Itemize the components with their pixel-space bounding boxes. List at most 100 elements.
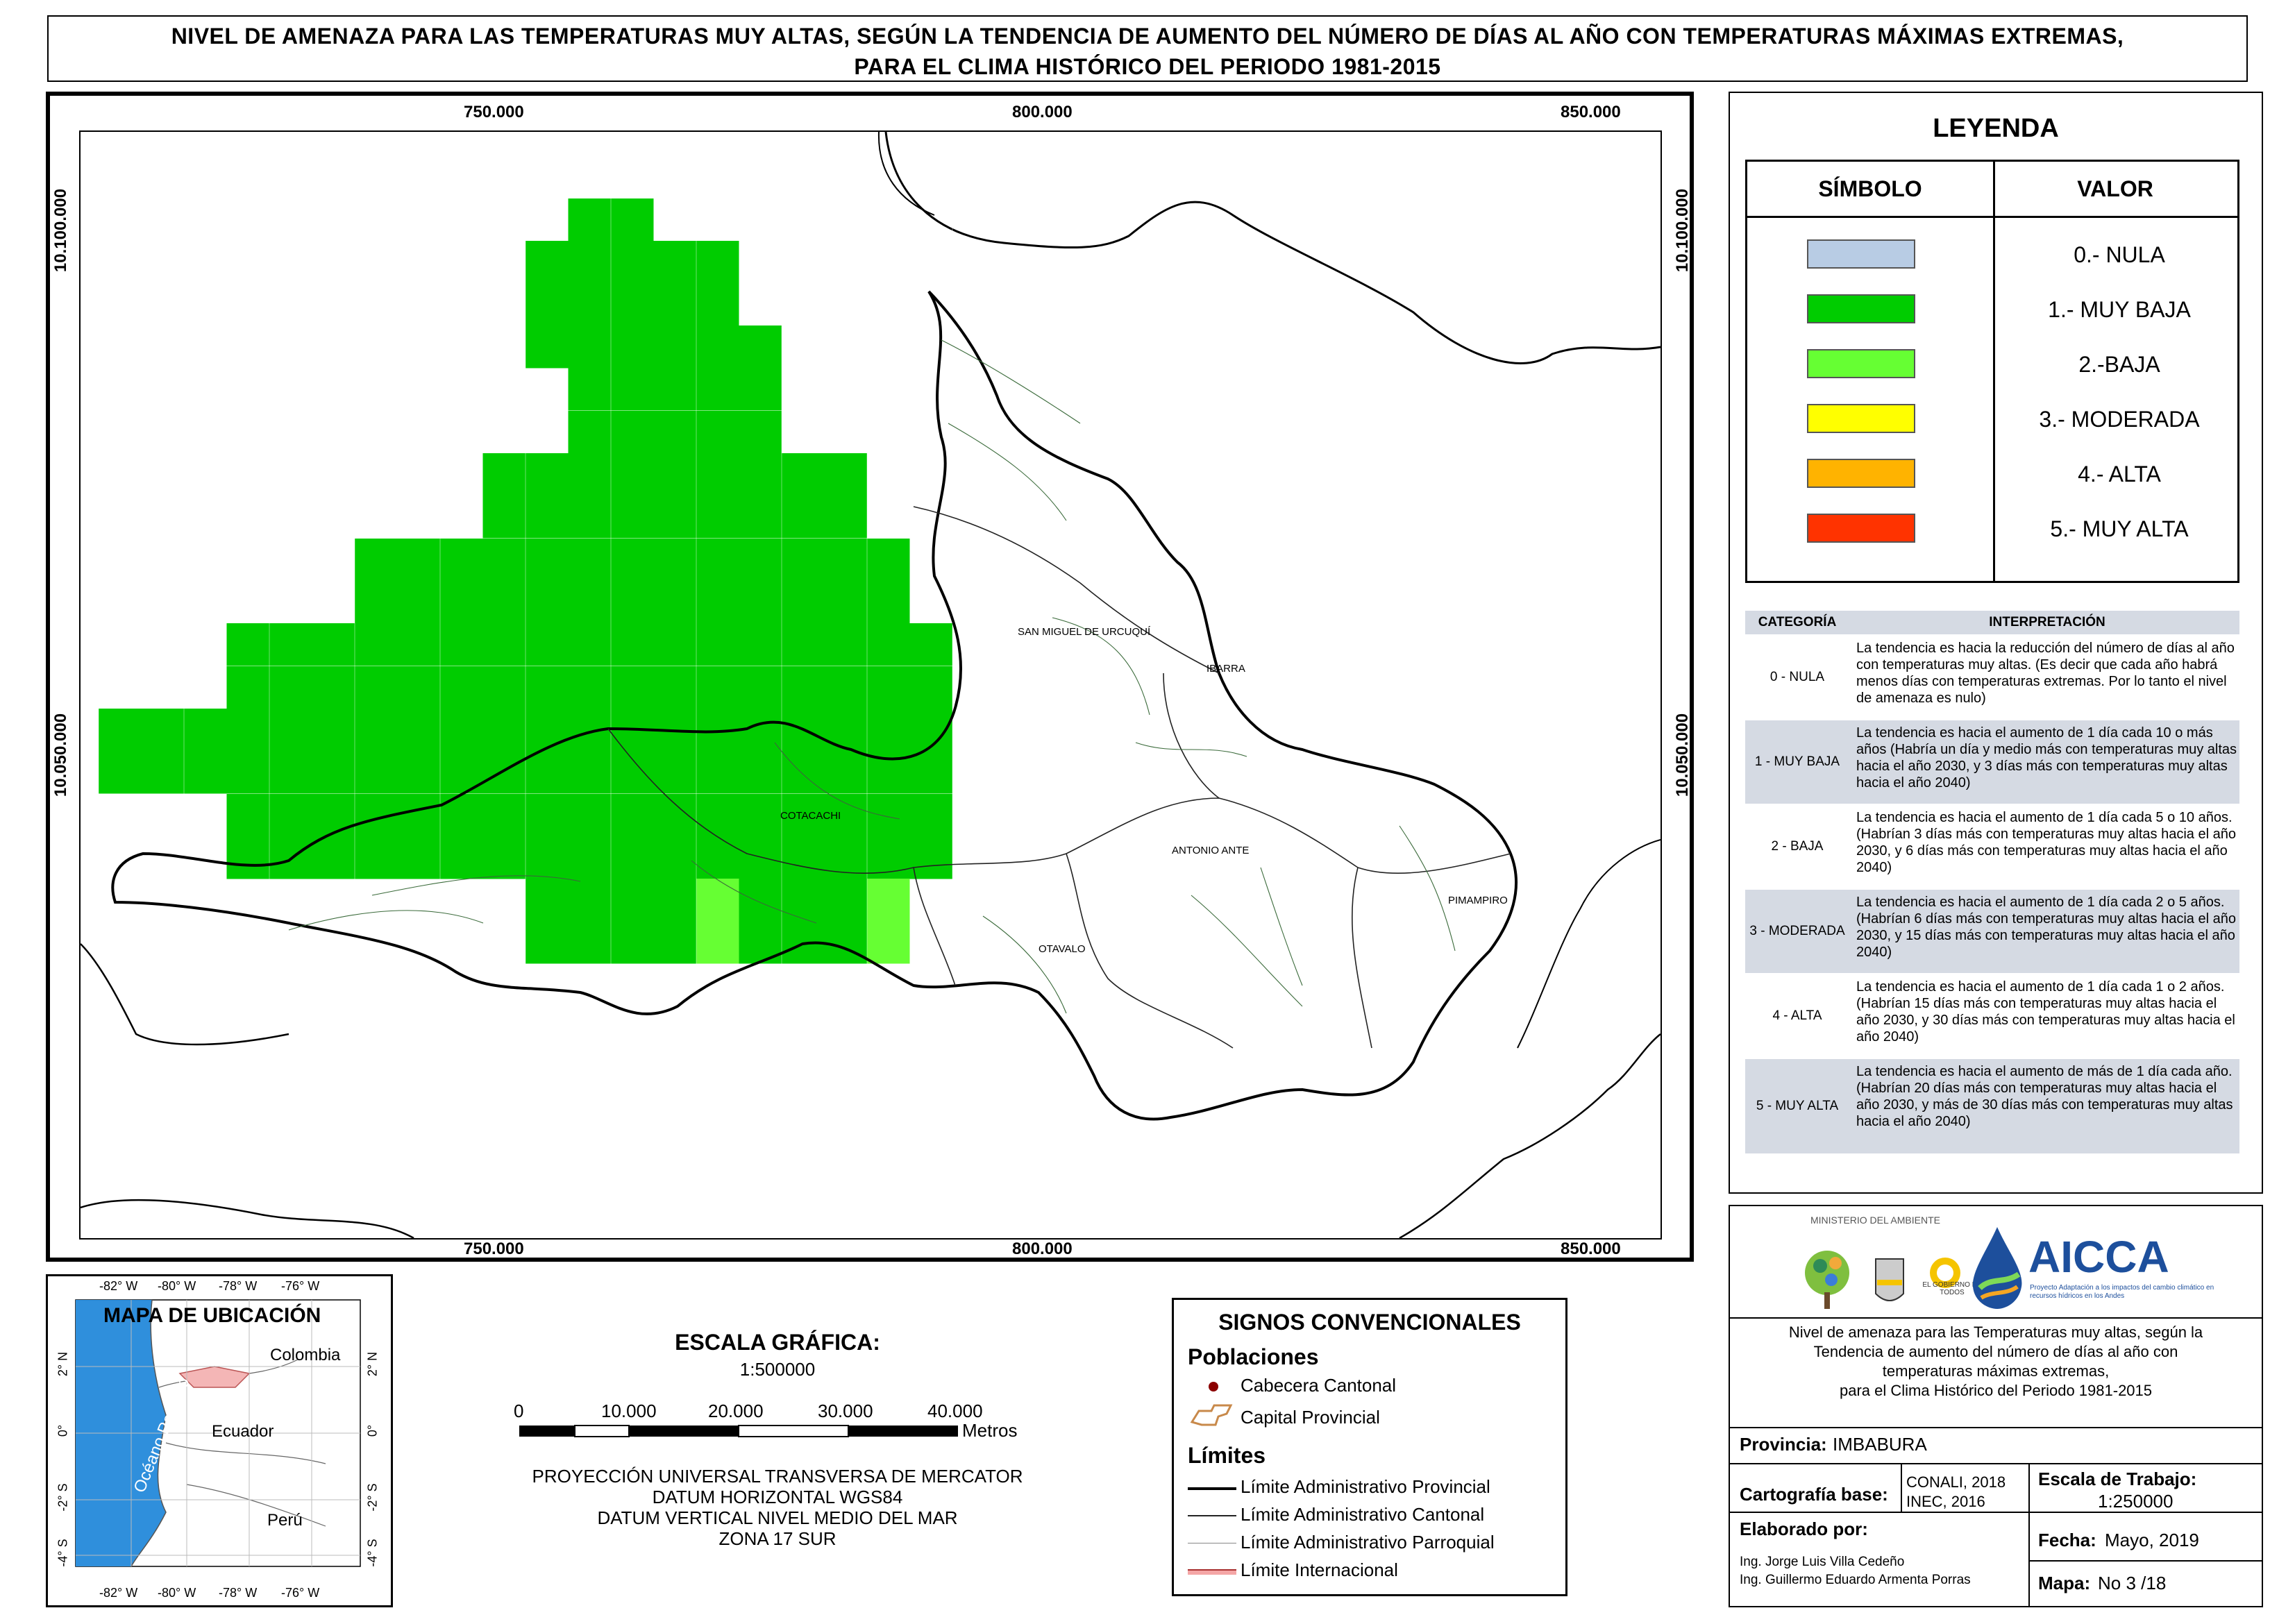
grid-cell-muy-baja xyxy=(696,368,739,411)
aicca-subtitle: Proyecto Adaptación a los impactos del c… xyxy=(2030,1284,2214,1300)
grid-cell-muy-baja xyxy=(824,453,867,496)
grid-cell-muy-baja xyxy=(824,623,867,666)
escala-label: Escala de Trabajo: xyxy=(2038,1469,2197,1489)
grid-cell-muy-baja xyxy=(653,666,696,709)
provincia-label: Provincia: xyxy=(1740,1434,1827,1455)
grid-cell-muy-baja xyxy=(653,496,696,539)
grid-cell-muy-baja xyxy=(568,411,611,454)
category-header-row: CATEGORÍA INTERPRETACIÓN xyxy=(1745,611,2239,634)
grid-cell-muy-baja xyxy=(611,751,654,794)
grid-cell-muy-baja xyxy=(696,666,739,709)
legend-panel: LEYENDA SÍMBOLO VALOR 0.- NULA 1.- MUY B… xyxy=(1729,92,2263,1194)
grid-cell-muy-baja xyxy=(184,751,227,794)
grid-cell-muy-baja xyxy=(269,709,312,752)
gobierno-logo-icon xyxy=(1930,1258,1960,1288)
cartografia-source-1: CONALI, 2018 xyxy=(1906,1473,2006,1491)
description-line-4: para el Clima Histórico del Periodo 1981… xyxy=(1839,1382,2153,1399)
lat-tick-left-4: -4° S xyxy=(56,1539,70,1567)
lat-tick-right-1: 2° N xyxy=(365,1351,380,1377)
scale-tick-10000: 10.000 xyxy=(601,1401,657,1421)
lat-tick-right-2: 0° xyxy=(365,1424,380,1437)
grid-cell-muy-baja xyxy=(482,794,526,837)
grid-cell-muy-baja xyxy=(824,539,867,582)
grid-cell-muy-baja xyxy=(782,666,825,709)
scale-tick-30000: 30.000 xyxy=(818,1401,873,1421)
border-west xyxy=(81,943,289,1046)
grid-cell-muy-baja xyxy=(482,836,526,879)
grid-cell-muy-baja xyxy=(824,751,867,794)
grid-cell-muy-baja xyxy=(269,623,312,666)
border-east xyxy=(1517,839,1661,1049)
grid-cell-muy-baja xyxy=(226,794,269,837)
lon-tick-bottom-1: -82° W xyxy=(99,1586,138,1600)
grid-cell-muy-baja xyxy=(355,666,398,709)
legend-swatch-alta xyxy=(1807,459,1915,488)
elaborado-label: Elaborado por: xyxy=(1740,1519,1868,1539)
grid-cell-muy-baja xyxy=(312,751,355,794)
grid-cell-muy-baja xyxy=(696,836,739,879)
grid-cell-muy-baja xyxy=(312,709,355,752)
scale-bar xyxy=(519,1425,958,1437)
cartografia-source-2: INEC, 2016 xyxy=(1906,1493,1985,1510)
y-tick-left-10050000: 10.050.000 xyxy=(51,713,70,797)
grid-cell-muy-baja xyxy=(739,836,782,879)
signs-provincial: Límite Administrativo Provincial xyxy=(1241,1476,1490,1497)
grid-cell-muy-baja xyxy=(482,581,526,624)
grid-cell-muy-baja xyxy=(696,453,739,496)
grid-cell-muy-baja xyxy=(397,751,440,794)
grid-cell-muy-baja xyxy=(184,709,227,752)
grid-cell-muy-baja xyxy=(653,325,696,369)
grid-cell-muy-baja xyxy=(226,666,269,709)
grid-cell-muy-baja xyxy=(99,751,142,794)
grid-cell-muy-baja xyxy=(568,496,611,539)
grid-cell-muy-baja xyxy=(141,751,184,794)
grid-cell-muy-baja xyxy=(312,666,355,709)
x-tick-bottom-750: 750.000 xyxy=(464,1240,524,1258)
grid-cell-muy-baja xyxy=(226,709,269,752)
border-southeast xyxy=(1399,1033,1661,1238)
legend-swatch-muy-baja xyxy=(1807,294,1915,323)
x-tick-bottom-800: 800.000 xyxy=(1012,1240,1073,1258)
grid-cell-muy-baja xyxy=(653,283,696,326)
main-map-frame: 750.000 800.000 850.000 750.000 800.000 … xyxy=(46,92,1694,1262)
grid-cell-muy-baja xyxy=(526,666,569,709)
grid-cell-muy-baja xyxy=(568,368,611,411)
map-canvas[interactable]: SAN MIGUEL DE URCUQUÍ IBARRA COTACACHI A… xyxy=(79,130,1662,1240)
grid-cell-muy-baja xyxy=(696,325,739,369)
grid-cell-muy-baja xyxy=(824,581,867,624)
y-tick-left-10100000: 10.100.000 xyxy=(51,188,70,273)
legend-value-muy-baja: 1.- MUY BAJA xyxy=(2048,297,2191,322)
grid-cell-muy-baja xyxy=(696,241,739,284)
category-text: La tendencia es hacia la reducción del n… xyxy=(1856,641,2235,706)
category-name: 4 - ALTA xyxy=(1772,1008,1822,1023)
lon-tick-top-2: -80° W xyxy=(158,1279,196,1293)
grid-cell-muy-baja xyxy=(397,709,440,752)
category-row-baja: 2 - BAJA La tendencia es hacia el aument… xyxy=(1745,805,2239,888)
grid-cell-muy-baja xyxy=(696,411,739,454)
grid-cell-muy-baja xyxy=(782,836,825,879)
internacional-line-icon xyxy=(1188,1569,1236,1575)
grid-cell-muy-baja xyxy=(568,751,611,794)
grid-cell-muy-baja xyxy=(568,836,611,879)
grid-cell-muy-baja xyxy=(611,539,654,582)
x-tick-top-800: 800.000 xyxy=(1012,103,1073,121)
grid-cell-muy-baja xyxy=(526,879,569,922)
ministry-label: MINISTERIO DEL AMBIENTE xyxy=(1810,1215,1940,1226)
legend-swatch-moderada xyxy=(1807,404,1915,433)
signs-limites: Límites xyxy=(1188,1443,1266,1468)
grid-cell-muy-baja xyxy=(397,794,440,837)
grid-cell-muy-baja xyxy=(526,283,569,326)
tree-logo-icon xyxy=(1805,1251,1849,1309)
grid-cell-muy-baja xyxy=(355,581,398,624)
grid-cell-muy-baja xyxy=(526,496,569,539)
grid-cell-muy-baja xyxy=(611,836,654,879)
grid-cell-muy-baja xyxy=(653,794,696,837)
border-southwest xyxy=(81,1199,414,1238)
grid-cell-muy-baja xyxy=(824,709,867,752)
lon-tick-top-1: -82° W xyxy=(99,1279,138,1293)
mapa-label: Mapa: xyxy=(2038,1573,2091,1593)
fecha-value: Mayo, 2019 xyxy=(2105,1530,2199,1550)
grid-cell-muy-baja xyxy=(782,751,825,794)
signs-parroquial: Límite Administrativo Parroquial xyxy=(1241,1532,1495,1553)
grid-cell-muy-baja xyxy=(653,921,696,964)
